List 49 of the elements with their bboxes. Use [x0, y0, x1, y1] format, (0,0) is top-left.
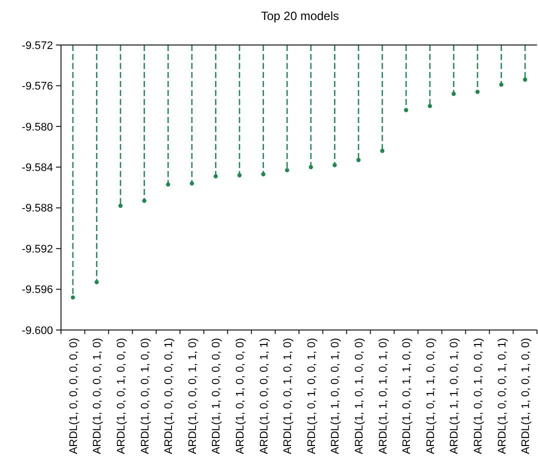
y-tick-label: -9.592 — [22, 243, 53, 256]
x-tick-label: ARDL(1, 1, 1, 0, 0, 1, 0) — [448, 338, 461, 454]
x-tick-label: ARDL(1, 0, 0, 1, 0, 0, 1) — [472, 338, 484, 454]
x-tick-label: ARDL(1, 0, 1, 1, 0, 0, 0) — [424, 338, 437, 454]
x-tick-label: ARDL(1, 0, 1, 0, 0, 0, 0) — [234, 338, 246, 454]
x-tick-label: ARDL(1, 0, 1, 0, 0, 1, 0) — [306, 338, 318, 454]
point — [452, 92, 456, 96]
point — [70, 295, 75, 300]
x-tick-label: ARDL(1, 0, 0, 0, 1, 0, 0) — [139, 338, 152, 454]
y-tick-label: -9.572 — [22, 40, 53, 52]
point — [237, 173, 242, 178]
x-tick-label: ARDL(1, 0, 0, 1, 0, 0, 0) — [116, 338, 128, 454]
point — [285, 168, 290, 172]
x-tick-label: ARDL(1, 0, 0, 0, 0, 1, 0) — [92, 338, 104, 454]
x-tick-label: ARDL(1, 1, 0, 0, 0, 1, 0) — [330, 338, 342, 454]
y-tick-label: -9.596 — [22, 284, 53, 296]
point — [475, 90, 480, 94]
point — [380, 148, 384, 153]
y-tick-label: -9.588 — [22, 202, 53, 215]
y-tick-label: -9.580 — [22, 121, 53, 134]
point — [332, 163, 337, 168]
y-tick-label: -9.584 — [22, 162, 53, 174]
chart-title: Top 20 models — [260, 9, 340, 23]
point — [499, 82, 504, 87]
point — [523, 78, 528, 82]
x-tick-label: ARDL(1, 0, 0, 1, 1, 0, 0) — [401, 338, 414, 454]
x-tick-label: ARDL(1, 0, 0, 1, 0, 1, 0) — [282, 338, 294, 454]
point — [94, 280, 99, 284]
point — [214, 174, 218, 178]
point — [190, 181, 194, 186]
x-tick-label: ARDL(1, 1, 0, 1, 0, 1, 0) — [377, 338, 390, 454]
point — [428, 104, 432, 108]
x-tick-label: ARDL(1, 1, 0, 0, 0, 0, 0) — [210, 338, 223, 454]
x-tick-label: ARDL(1, 0, 0, 0, 0, 0, 1) — [163, 338, 176, 454]
x-tick-label: ARDL(1, 0, 0, 0, 1, 0, 1) — [496, 338, 508, 454]
point — [142, 198, 146, 203]
point — [308, 165, 313, 170]
point — [404, 108, 408, 112]
point — [166, 182, 170, 187]
x-tick-label: ARDL(1, 0, 0, 0, 0, 1, 1) — [258, 338, 270, 454]
y-tick-label: -9.576 — [22, 80, 53, 93]
y-tick-label: -9.600 — [22, 324, 53, 337]
point — [261, 172, 266, 176]
x-tick-label: ARDL(1, 1, 0, 0, 1, 0, 0) — [520, 338, 532, 454]
x-tick-label: ARDL(1, 0, 0, 0, 0, 0, 0) — [68, 338, 80, 454]
x-tick-label: ARDL(1, 0, 0, 0, 1, 1, 0) — [186, 338, 199, 454]
point — [118, 204, 123, 208]
x-tick-label: ARDL(1, 1, 0, 1, 0, 0, 0) — [354, 338, 366, 454]
point — [356, 158, 361, 162]
